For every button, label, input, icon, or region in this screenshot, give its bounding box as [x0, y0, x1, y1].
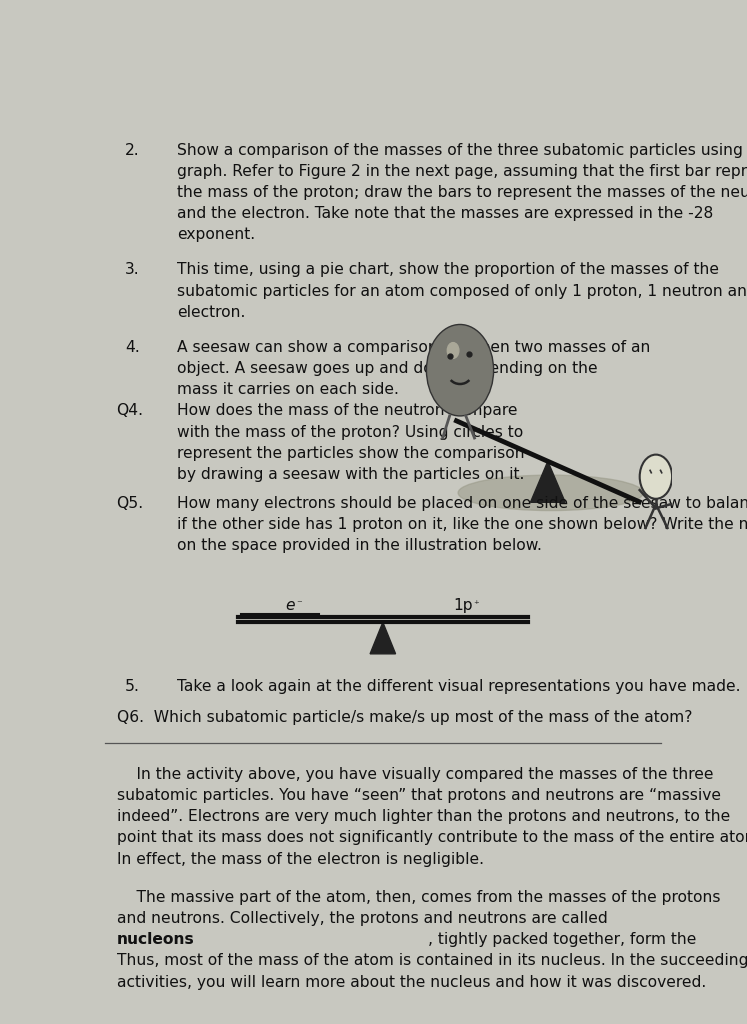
- Text: if the other side has 1 proton on it, like the one shown below? Write the number: if the other side has 1 proton on it, li…: [177, 517, 747, 531]
- Text: How many electrons should be placed on one side of the seesaw to balance it: How many electrons should be placed on o…: [177, 496, 747, 511]
- Text: In effect, the mass of the electron is negligible.: In effect, the mass of the electron is n…: [117, 852, 483, 866]
- Circle shape: [639, 455, 672, 499]
- Text: How does the mass of the neutron compare: How does the mass of the neutron compare: [177, 403, 518, 419]
- Text: and the electron. Take note that the masses are expressed in the -28: and the electron. Take note that the mas…: [177, 206, 713, 221]
- Text: object. A seesaw goes up and down depending on the: object. A seesaw goes up and down depend…: [177, 361, 598, 376]
- Text: e: e: [285, 598, 295, 612]
- Polygon shape: [370, 623, 396, 654]
- Text: The massive part of the atom, then, comes from the masses of the protons: The massive part of the atom, then, come…: [117, 890, 720, 905]
- Text: activities, you will learn more about the nucleus and how it was discovered.: activities, you will learn more about th…: [117, 975, 706, 989]
- Text: , tightly packed together, form the: , tightly packed together, form the: [428, 932, 701, 947]
- Text: subatomic particles for an atom composed of only 1 proton, 1 neutron and 1: subatomic particles for an atom composed…: [177, 284, 747, 299]
- Text: graph. Refer to Figure 2 in the next page, assuming that the first bar represent: graph. Refer to Figure 2 in the next pag…: [177, 164, 747, 179]
- Text: nucleons: nucleons: [117, 932, 194, 947]
- Text: exponent.: exponent.: [177, 227, 255, 242]
- Ellipse shape: [458, 475, 643, 511]
- Text: Show a comparison of the masses of the three subatomic particles using a bar: Show a comparison of the masses of the t…: [177, 142, 747, 158]
- Text: 3.: 3.: [125, 262, 140, 278]
- Text: on the space provided in the illustration below.: on the space provided in the illustratio…: [177, 538, 542, 553]
- Text: 1p: 1p: [453, 598, 473, 612]
- Text: This time, using a pie chart, show the proportion of the masses of the: This time, using a pie chart, show the p…: [177, 262, 719, 278]
- Text: Q4.: Q4.: [117, 403, 143, 419]
- Text: Q5.: Q5.: [117, 496, 143, 511]
- Text: with the mass of the proton? Using circles to: with the mass of the proton? Using circl…: [177, 425, 524, 439]
- Text: In the activity above, you have visually compared the masses of the three: In the activity above, you have visually…: [117, 767, 713, 782]
- Text: 4.: 4.: [125, 340, 140, 355]
- Circle shape: [447, 343, 459, 358]
- Text: ⁻: ⁻: [296, 600, 302, 609]
- Polygon shape: [530, 461, 565, 503]
- Circle shape: [427, 325, 494, 416]
- Text: by drawing a seesaw with the particles on it.: by drawing a seesaw with the particles o…: [177, 467, 524, 482]
- Text: Take a look again at the different visual representations you have made.: Take a look again at the different visua…: [177, 679, 741, 694]
- Text: A seesaw can show a comparison between two masses of an: A seesaw can show a comparison between t…: [177, 340, 651, 355]
- Text: point that its mass does not significantly contribute to the mass of the entire : point that its mass does not significant…: [117, 830, 747, 846]
- Text: Q6.  Which subatomic particle/s make/s up most of the mass of the atom?: Q6. Which subatomic particle/s make/s up…: [117, 710, 692, 725]
- Text: subatomic particles. You have “seen” that protons and neutrons are “massive: subatomic particles. You have “seen” tha…: [117, 788, 721, 803]
- Text: represent the particles show the comparison: represent the particles show the compari…: [177, 445, 525, 461]
- Text: ⁺: ⁺: [473, 600, 479, 609]
- Text: electron.: electron.: [177, 305, 246, 319]
- Text: 5.: 5.: [125, 679, 140, 694]
- Text: the mass of the proton; draw the bars to represent the masses of the neutron: the mass of the proton; draw the bars to…: [177, 185, 747, 200]
- Text: Thus, most of the mass of the atom is contained in its nucleus. In the succeedin: Thus, most of the mass of the atom is co…: [117, 953, 747, 969]
- Text: mass it carries on each side.: mass it carries on each side.: [177, 382, 399, 397]
- Text: indeed”. Electrons are very much lighter than the protons and neutrons, to the: indeed”. Electrons are very much lighter…: [117, 809, 730, 824]
- Text: and neutrons. Collectively, the protons and neutrons are called: and neutrons. Collectively, the protons …: [117, 911, 612, 926]
- Text: 2.: 2.: [125, 142, 140, 158]
